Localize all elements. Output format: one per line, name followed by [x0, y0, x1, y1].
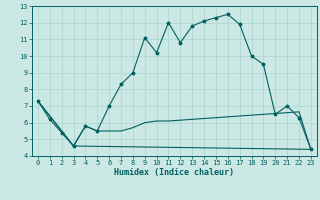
- X-axis label: Humidex (Indice chaleur): Humidex (Indice chaleur): [115, 168, 234, 177]
